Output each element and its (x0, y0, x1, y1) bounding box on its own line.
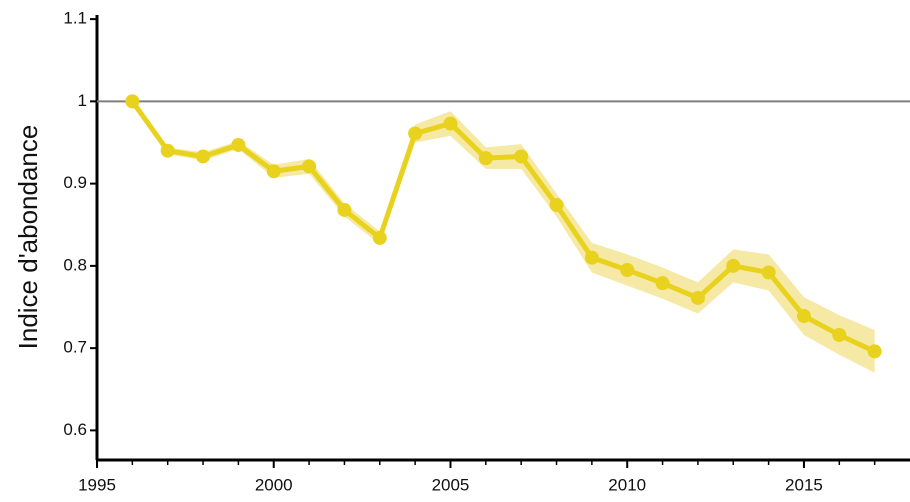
point (867, 344, 882, 359)
point (832, 327, 847, 342)
point (655, 276, 670, 291)
point (584, 250, 599, 265)
point (443, 116, 458, 131)
y-tick-label: 0.9 (63, 173, 87, 192)
point (125, 94, 140, 109)
point (796, 309, 811, 324)
point (231, 137, 246, 152)
point (726, 258, 741, 273)
point (302, 159, 317, 174)
point (337, 202, 352, 217)
point (514, 149, 529, 164)
y-tick-label: 0.7 (63, 338, 87, 357)
point (266, 164, 281, 179)
point (690, 290, 705, 305)
x-tick-label: 2015 (785, 475, 823, 494)
point (408, 126, 423, 141)
point (620, 262, 635, 277)
point (160, 143, 175, 158)
y-tick-label: 0.6 (63, 420, 87, 439)
x-tick-label: 2010 (608, 475, 646, 494)
point (372, 230, 387, 245)
y-axis-label: Indice d'abondance (13, 125, 43, 350)
point (196, 149, 211, 164)
y-tick-label: 0.8 (63, 255, 87, 274)
x-tick-label: 1995 (78, 475, 116, 494)
line (130, 99, 876, 354)
x-tick-label: 2005 (432, 475, 470, 494)
point (761, 265, 776, 280)
y-tick-label: 1 (78, 91, 87, 110)
confidence-band (132, 101, 875, 373)
point (549, 198, 564, 213)
y-tick-label: 1.1 (63, 9, 87, 28)
point (478, 151, 493, 166)
x-tick-label: 2000 (255, 475, 293, 494)
